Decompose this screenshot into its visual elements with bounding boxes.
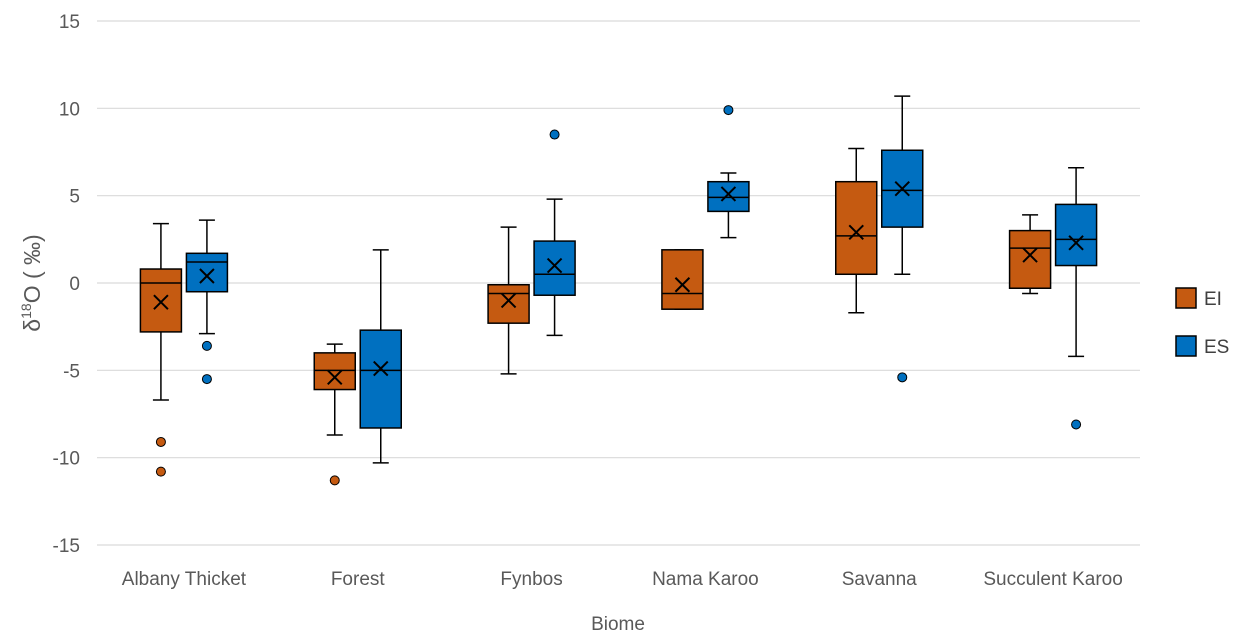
outlier-point xyxy=(329,475,340,486)
box-es xyxy=(881,95,924,383)
x-tick-label: Fynbos xyxy=(500,569,562,590)
x-axis-title: Biome xyxy=(591,614,645,632)
box-es xyxy=(533,129,576,337)
outlier-point xyxy=(897,372,908,383)
x-tick-label: Albany Thicket xyxy=(122,569,247,590)
mean-marker xyxy=(1022,247,1038,263)
y-axis-title-rest: O ( ‰) xyxy=(19,234,45,303)
outlier-point xyxy=(723,105,734,116)
mean-marker xyxy=(153,294,169,310)
y-tick-label: -5 xyxy=(63,361,80,382)
box-ei xyxy=(835,147,878,314)
y-axis-title: δ18O ( ‰) xyxy=(18,234,45,331)
y-axis-ticks: 15 10 5 0 -5 -10 -15 xyxy=(53,12,80,557)
box-ei xyxy=(487,226,530,375)
legend-label: EI xyxy=(1204,289,1222,310)
x-tick-label: Succulent Karoo xyxy=(983,569,1122,590)
y-tick-label: 0 xyxy=(69,274,80,295)
y-tick-label: 15 xyxy=(59,12,80,33)
x-axis-ticks: Albany Thicket Forest Fynbos Nama Karoo Sava… xyxy=(122,569,1123,590)
mean-marker xyxy=(373,360,389,377)
mean-marker xyxy=(894,180,910,197)
y-tick-label: -15 xyxy=(53,536,80,557)
box-iqr xyxy=(487,283,530,324)
legend-label: ES xyxy=(1204,337,1229,358)
box-es xyxy=(1054,166,1098,430)
box-iqr xyxy=(313,352,356,391)
box-iqr xyxy=(1054,203,1098,267)
box-iqr xyxy=(707,180,750,213)
box-iqr xyxy=(139,268,183,333)
outlier-point xyxy=(201,374,212,385)
legend-swatch xyxy=(1175,335,1197,357)
legend-item-ei: EI xyxy=(1175,287,1222,310)
box-iqr xyxy=(661,249,704,310)
outlier-point xyxy=(549,129,560,140)
mean-marker xyxy=(1068,235,1084,251)
mean-marker xyxy=(500,292,517,309)
mean-marker xyxy=(546,257,563,274)
box-iqr xyxy=(185,252,229,293)
box-es xyxy=(359,249,402,464)
box-iqr xyxy=(359,329,402,429)
series-ei xyxy=(139,147,1052,486)
legend-swatch xyxy=(1175,287,1197,309)
x-tick-label: Forest xyxy=(331,569,386,590)
mean-marker xyxy=(199,268,215,284)
box-es xyxy=(707,105,750,239)
series-es xyxy=(185,95,1098,464)
x-tick-label: Savanna xyxy=(842,569,917,590)
legend-item-es: ES xyxy=(1175,335,1229,358)
gridlines xyxy=(97,20,1140,546)
legend: EI ES xyxy=(1175,287,1229,358)
box-iqr xyxy=(835,180,878,276)
outlier-point xyxy=(201,340,212,351)
x-tick-label: Nama Karoo xyxy=(652,569,759,590)
outlier-point xyxy=(155,436,166,447)
mean-marker xyxy=(848,224,864,241)
box-iqr xyxy=(1008,229,1052,289)
mean-marker xyxy=(327,369,343,386)
box-ei xyxy=(139,222,183,477)
outlier-point xyxy=(155,466,166,477)
y-axis-title-base: δ xyxy=(19,319,45,332)
y-tick-label: 5 xyxy=(69,187,80,208)
y-tick-label: -10 xyxy=(53,449,80,470)
box-iqr xyxy=(533,240,576,296)
box-ei xyxy=(1008,214,1052,295)
y-axis-title-superscript: 18 xyxy=(18,303,34,319)
mean-marker xyxy=(720,186,737,202)
box-ei xyxy=(661,249,704,310)
box-series xyxy=(139,95,1098,486)
box-ei xyxy=(313,343,356,486)
box-es xyxy=(185,219,229,385)
outlier-point xyxy=(1071,419,1082,430)
mean-marker xyxy=(674,277,691,293)
y-tick-label: 10 xyxy=(59,99,80,120)
